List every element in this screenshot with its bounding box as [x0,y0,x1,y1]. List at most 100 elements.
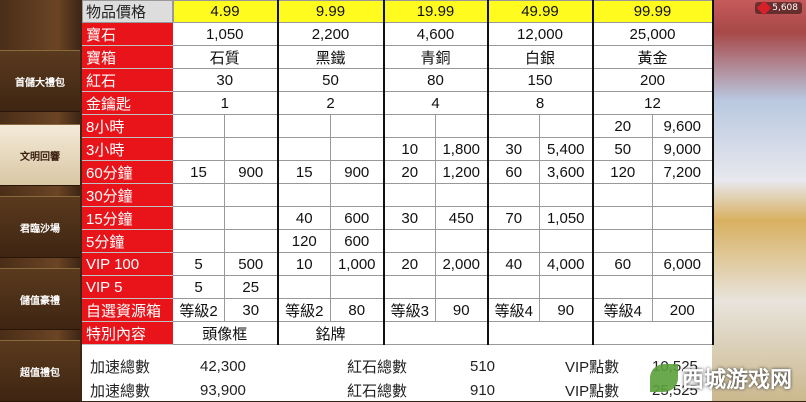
table-row: 金鑰匙 1 2 4 8 12 [82,91,714,115]
speed-total-value: 42,300 [200,357,246,375]
table-cell: 200 [592,68,714,92]
row-label: 金鑰匙 [82,91,173,115]
table-cell [435,229,489,253]
table-cell [224,137,279,161]
table-cell: 50 [277,68,385,92]
table-cell [383,183,436,207]
table-cell: 石質 [172,45,279,69]
sidebar-item-label: 文明回響 [20,151,60,163]
table-cell: 40 [277,206,331,230]
currency-display: 5,608 [755,0,802,16]
table-cell: 25,000 [592,22,714,46]
table-cell: 白銀 [487,45,594,69]
row-label: 紅石 [82,68,173,92]
table-cell: 9,600 [652,114,714,138]
row-label: 特別內容 [82,321,173,345]
speed-total-value: 93,900 [200,381,246,399]
table-row: 60分鐘 15 900 15 900 20 1,200 60 3,600 120 7,200 [82,160,714,184]
table-cell: 60 [592,252,653,276]
table-row: 紅石 30 50 80 150 200 [82,68,714,92]
summary-panel: 加速總數 42,300 紅石總數 510 VIP點數 10,525 加速總數 9… [82,345,712,401]
table-cell [487,229,540,253]
table-cell: 等級4 [592,298,653,322]
sidebar-item-battlefield[interactable]: 君臨沙場 [0,196,80,258]
table-cell [592,229,653,253]
table-cell: 500 [224,252,279,276]
sidebar-item-first-purchase[interactable]: 首儲大禮包 [0,50,80,112]
sidebar-item-label: 君臨沙場 [20,223,60,235]
table-cell [592,275,653,299]
table-cell: 5 [172,275,225,299]
table-cell: 15 [172,160,225,184]
table-cell [592,206,653,230]
table-cell: 黑鐵 [277,45,385,69]
table-cell: 30 [172,68,279,92]
table-cell [435,183,489,207]
table-cell: 等級2 [172,298,225,322]
table-cell: 5,400 [539,137,594,161]
vip-points-label: VIP點數 [565,382,620,400]
table-cell [487,114,540,138]
table-row: 自選資源箱 等級2 30 等級2 80 等級3 90 等級4 90 等級4 200 [82,298,714,322]
redstone-total-label: 紅石總數 [347,358,408,376]
table-cell: 20 [592,114,653,138]
row-label: 15分鐘 [82,206,173,230]
header-row: 物品價格 4.99 9.99 19.99 49.99 99.99 [82,0,714,23]
table-cell: 50 [592,137,653,161]
table-cell [539,229,594,253]
table-cell: 4,000 [539,252,594,276]
table-cell: 30 [224,298,279,322]
table-cell: 120 [277,229,331,253]
table-cell: 1 [172,91,279,115]
table-cell: 10 [277,252,331,276]
table-cell [277,137,331,161]
table-row: 5分鐘 120 600 [82,229,714,253]
summary-row: 加速總數 93,900 紅石總數 910 VIP點數 25,525 [82,378,712,402]
table-cell [172,183,225,207]
table-cell: 450 [435,206,489,230]
table-cell [277,183,331,207]
row-label: 自選資源箱 [82,298,173,322]
table-cell [592,321,714,345]
table-cell: 9,000 [652,137,714,161]
table-row: 3小時 10 1,800 30 5,400 50 9,000 [82,137,714,161]
table-cell: 青銅 [383,45,489,69]
sidebar-item-value-pack[interactable]: 超值禮包 [0,340,80,402]
watermark-text: 西城游戏网 [682,368,793,393]
table-cell [277,114,331,138]
table-cell: 5 [172,252,225,276]
row-label: 寶石 [82,22,173,46]
table-cell [539,183,594,207]
sidebar-item-recharge-rewards[interactable]: 儲值豪禮 [0,268,80,330]
table-cell [383,275,436,299]
table-cell: 20 [383,252,436,276]
table-cell: 4 [383,91,489,115]
sidebar-item-label: 儲值豪禮 [20,295,60,307]
row-label: VIP 100 [82,252,173,276]
sidebar-item-civilization-echo[interactable]: 文明回響 [0,124,80,186]
table-cell: 30 [383,206,436,230]
red-gem-icon [757,0,772,16]
table-cell: 200 [652,298,714,322]
table-cell: 600 [330,229,385,253]
table-cell: 頭像框 [172,321,279,345]
price-header: 49.99 [487,0,594,23]
table-row: VIP 100 5 500 10 1,000 20 2,000 40 4,000 60 6,000 [82,252,714,276]
table-cell [383,114,436,138]
table-cell: 80 [383,68,489,92]
row-label: 3小時 [82,137,173,161]
table-row: VIP 5 5 25 [82,275,714,299]
table-cell: 等級4 [487,298,540,322]
table-cell: 等級3 [383,298,436,322]
table-row: 特別內容 頭像框 銘牌 [82,321,714,345]
table-cell: 60 [487,160,540,184]
watermark-logo: 西城游戏网 [650,362,792,394]
table-cell: 8 [487,91,594,115]
table-cell: 2,200 [277,22,385,46]
table-cell: 70 [487,206,540,230]
currency-value: 5,608 [772,3,798,13]
table-cell: 80 [330,298,385,322]
table-cell [172,206,225,230]
table-cell [224,183,279,207]
table-row: 30分鐘 [82,183,714,207]
